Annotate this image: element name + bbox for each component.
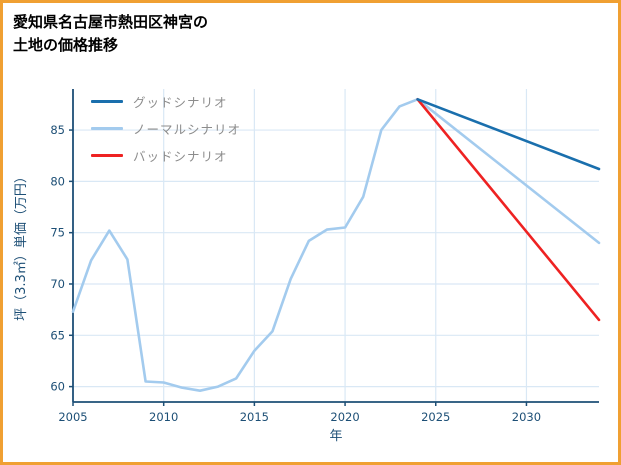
chart-legend: グッドシナリオ ノーマルシナリオ バッドシナリオ <box>91 93 241 164</box>
svg-text:70: 70 <box>50 277 65 291</box>
svg-text:65: 65 <box>50 328 65 342</box>
svg-text:80: 80 <box>50 174 65 188</box>
svg-text:85: 85 <box>50 123 65 137</box>
svg-text:年: 年 <box>329 429 342 444</box>
legend-line-bad-icon <box>91 154 123 157</box>
svg-text:坪（3.3㎡）単価（万円）: 坪（3.3㎡）単価（万円） <box>13 170 29 321</box>
legend-item-good-scenario: グッドシナリオ <box>91 93 241 110</box>
svg-text:2015: 2015 <box>240 410 269 424</box>
legend-label-good: グッドシナリオ <box>133 95 228 110</box>
legend-label-bad: バッドシナリオ <box>133 149 228 164</box>
svg-text:60: 60 <box>50 380 65 394</box>
svg-text:2005: 2005 <box>58 410 87 424</box>
legend-item-normal-scenario: ノーマルシナリオ <box>91 120 241 137</box>
chart-title: 愛知県名古屋市熱田区神宮の 土地の価格推移 <box>13 11 208 58</box>
svg-text:75: 75 <box>50 226 65 240</box>
svg-text:2010: 2010 <box>149 410 178 424</box>
chart-title-line1: 愛知県名古屋市熱田区神宮の <box>13 13 209 31</box>
chart-title-line2: 土地の価格推移 <box>13 36 119 55</box>
svg-text:2025: 2025 <box>421 410 450 424</box>
legend-line-good-icon <box>91 100 123 103</box>
chart-svg: 2005 2010 2015 2020 2025 2030 60 65 70 75 80 85 年 坪（3… <box>13 89 601 444</box>
legend-item-bad-scenario: バッドシナリオ <box>91 147 241 164</box>
svg-text:2030: 2030 <box>512 410 541 424</box>
legend-label-normal: ノーマルシナリオ <box>133 122 242 137</box>
legend-line-normal-icon <box>91 127 123 130</box>
svg-text:2020: 2020 <box>330 410 359 424</box>
